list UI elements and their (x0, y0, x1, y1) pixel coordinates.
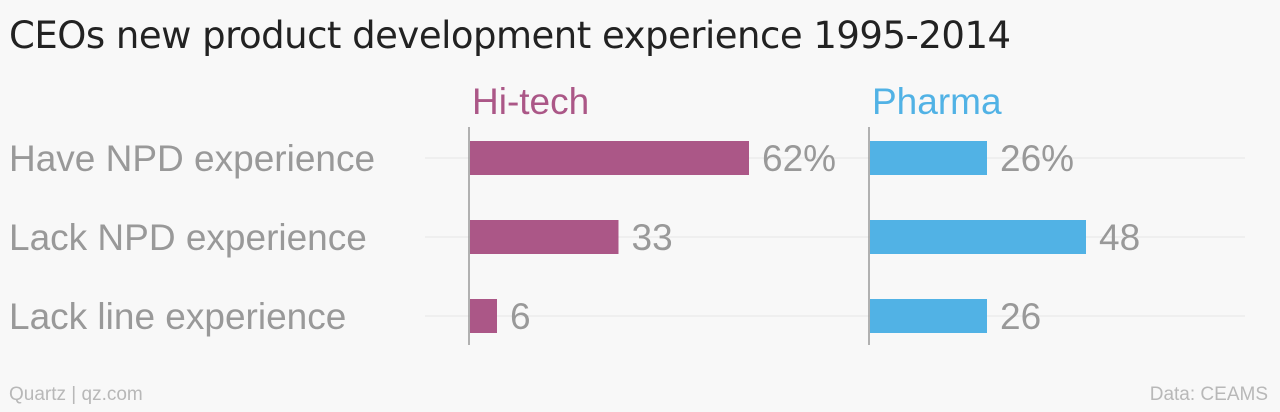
data-label: 26% (1000, 138, 1074, 179)
chart-title: CEOs new product development experience … (9, 14, 1011, 57)
category-label: Lack line experience (9, 296, 346, 337)
bar (470, 220, 619, 254)
panel-hi-tech: Hi-tech 62% 33 6 (468, 81, 836, 345)
series-title: Hi-tech (472, 81, 589, 122)
data-label: 6 (510, 296, 531, 337)
footer-source: Data: CEAMS (1149, 384, 1268, 405)
panel-pharma: Pharma 26% 48 26 (868, 81, 1140, 345)
bar (870, 299, 987, 333)
bar (870, 220, 1086, 254)
bar (470, 141, 749, 175)
category-label: Lack NPD experience (9, 217, 367, 258)
footer-credit: Quartz | qz.com (9, 384, 143, 405)
category-label: Have NPD experience (9, 138, 375, 179)
data-label: 26 (1000, 296, 1041, 337)
data-label: 48 (1099, 217, 1140, 258)
series-title: Pharma (872, 81, 1002, 122)
bar (470, 299, 497, 333)
data-label: 62% (762, 138, 836, 179)
data-label: 33 (632, 217, 673, 258)
bar (870, 141, 987, 175)
